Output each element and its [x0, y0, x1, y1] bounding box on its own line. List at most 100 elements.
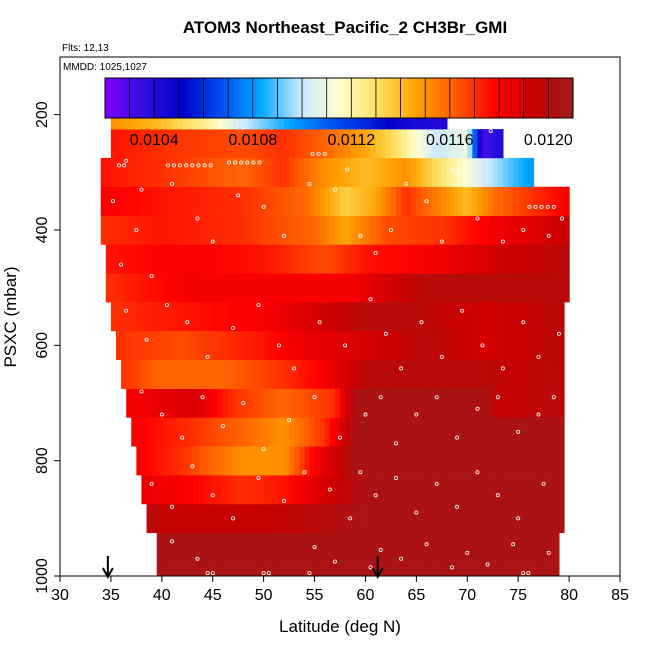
heatmap-cell — [385, 244, 392, 274]
heatmap-cell — [396, 302, 402, 332]
heatmap-cell — [121, 157, 127, 188]
heatmap-cell — [513, 273, 519, 303]
heatmap-cell — [207, 157, 214, 188]
heatmap-cell — [136, 302, 143, 332]
heatmap-cell — [166, 129, 173, 159]
heatmap-cell — [334, 215, 341, 245]
heatmap-cell — [411, 244, 417, 274]
heatmap-cell — [457, 388, 463, 418]
heatmap-cell — [558, 186, 565, 216]
heatmap-cell — [528, 302, 535, 332]
heatmap-cell — [146, 273, 153, 303]
heatmap-cell — [446, 446, 453, 476]
heatmap-cell — [273, 302, 280, 332]
heatmap-cell — [375, 388, 382, 418]
heatmap-cell — [375, 273, 382, 303]
heatmap-cell — [177, 157, 183, 188]
heatmap-cell — [553, 446, 560, 476]
heatmap-cell — [406, 503, 412, 534]
heatmap-cell — [538, 186, 545, 216]
heatmap-cell — [553, 388, 560, 418]
observation-point — [134, 227, 139, 232]
heatmap-cell — [385, 302, 392, 332]
heatmap-cell — [543, 388, 550, 418]
heatmap-cell — [513, 561, 519, 576]
heatmap-cell — [258, 186, 265, 216]
heatmap-cell — [411, 359, 417, 389]
heatmap-cell — [100, 215, 107, 245]
observation-point — [559, 216, 564, 221]
heatmap-cell — [187, 388, 193, 418]
heatmap-cell — [426, 157, 433, 188]
heatmap-cell — [146, 475, 153, 505]
heatmap-cell — [212, 359, 219, 389]
heatmap-cell — [396, 503, 402, 534]
heatmap-cell — [243, 215, 249, 245]
heatmap-cell — [401, 129, 407, 159]
heatmap-cell — [538, 503, 545, 534]
heatmap-cell — [396, 215, 402, 245]
heatmap-cell — [212, 302, 219, 332]
heatmap-cell — [299, 302, 305, 332]
heatmap-cell — [141, 330, 148, 361]
heatmap-cell — [462, 503, 468, 534]
observation-point — [388, 227, 393, 232]
heatmap-cell — [558, 244, 565, 274]
heatmap-cell — [436, 302, 443, 332]
heatmap-cell — [238, 359, 244, 389]
heatmap-cell — [436, 475, 443, 505]
heatmap-cell — [502, 475, 509, 505]
heatmap-cell — [467, 561, 473, 576]
heatmap-cell — [553, 561, 560, 576]
heatmap-cell — [340, 186, 346, 216]
heatmap-cell — [258, 157, 265, 188]
heatmap-cell — [467, 129, 473, 159]
heatmap-cell — [268, 244, 275, 274]
heatmap-cell — [182, 561, 188, 576]
heatmap-cell — [299, 359, 305, 389]
heatmap-cell — [121, 302, 127, 332]
heatmap-cell — [487, 561, 494, 576]
heatmap-cell — [110, 273, 117, 303]
heatmap-cell — [222, 359, 229, 389]
heatmap-cell — [289, 302, 295, 332]
heatmap-cell — [518, 561, 524, 576]
heatmap-cell — [197, 215, 204, 245]
heatmap-cell — [340, 273, 346, 303]
heatmap-cell — [426, 129, 433, 159]
heatmap-cell — [462, 561, 468, 576]
heatmap-cell — [294, 186, 300, 216]
heatmap-cell — [248, 417, 255, 447]
heatmap-cell — [278, 215, 285, 245]
heatmap-cell — [319, 302, 326, 332]
heatmap-cell — [172, 503, 178, 534]
heatmap-cell — [441, 446, 448, 476]
heatmap-cell — [345, 388, 351, 418]
heatmap-cell — [508, 388, 514, 418]
heatmap-cell — [177, 359, 183, 389]
heatmap-cell — [126, 330, 132, 361]
heatmap-cell — [172, 388, 178, 418]
heatmap-cell — [253, 446, 260, 476]
heatmap-cell — [121, 330, 127, 361]
heatmap-cell — [380, 359, 387, 389]
heatmap-cell — [411, 503, 417, 534]
heatmap-cell — [380, 532, 387, 562]
heatmap-cell — [217, 446, 224, 476]
heatmap-cell — [401, 215, 407, 245]
heatmap-cell — [406, 475, 412, 505]
heatmap-cell — [492, 186, 499, 216]
heatmap-cell — [166, 244, 173, 274]
heatmap-cell — [390, 503, 397, 534]
heatmap-cell — [151, 273, 158, 303]
heatmap-cell — [172, 244, 178, 274]
heatmap-cell — [523, 302, 529, 332]
heatmap-cell — [446, 244, 453, 274]
observation-point — [424, 199, 429, 204]
heatmap-cell — [273, 503, 280, 534]
heatmap-cell — [238, 388, 244, 418]
y-tick-label: 1000 — [34, 558, 51, 594]
heatmap-cell — [518, 475, 524, 505]
heatmap-cell — [497, 273, 504, 303]
heatmap-cell — [116, 186, 122, 216]
